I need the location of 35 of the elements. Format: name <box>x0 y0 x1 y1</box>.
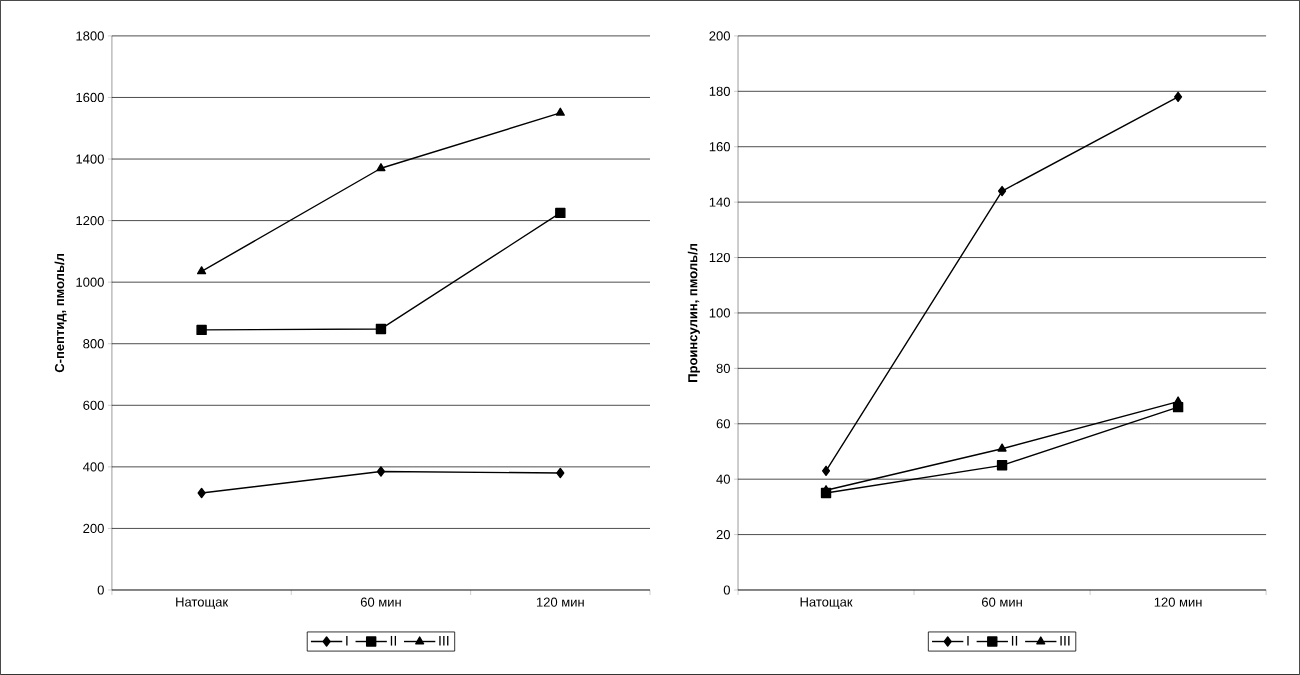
y-tick-label: 120 <box>709 252 730 263</box>
y-tick-label: 160 <box>709 142 730 152</box>
y-tick-label: 400 <box>82 462 104 472</box>
y-tick-label: 1800 <box>76 31 104 41</box>
y-tick-label: 0 <box>97 585 104 595</box>
legend-label: III <box>1060 636 1070 646</box>
legend-label: II <box>390 636 397 646</box>
y-tick-label: 1400 <box>76 154 104 164</box>
y-tick-label: 0 <box>723 585 730 595</box>
y-tick-label: 600 <box>83 400 104 410</box>
y-tick-label: 100 <box>709 308 730 318</box>
y-tick-label: 1600 <box>76 92 104 103</box>
y-axis-title: С-пептид, пмоль/л <box>54 254 67 373</box>
y-tick-label: 140 <box>709 197 730 207</box>
x-tick-label: Натощак <box>800 597 853 610</box>
y-tick-label: 1200 <box>76 216 104 226</box>
x-tick-label: 60 мин <box>360 597 401 607</box>
y-tick-label: 200 <box>83 523 104 534</box>
y-tick-label: 1000 <box>76 277 104 287</box>
y-tick-label: 60 <box>716 419 730 429</box>
x-tick-label: 60 мин <box>982 597 1022 607</box>
x-tick-label: 120 мин <box>536 597 584 607</box>
x-tick-label: Натощак <box>176 597 229 610</box>
y-tick-label: 200 <box>709 31 730 41</box>
y-tick-label: 180 <box>709 86 730 96</box>
legend-label: I <box>967 636 969 646</box>
y-tick-label: 800 <box>83 339 104 349</box>
x-tick-label: 120 мин <box>1154 597 1202 607</box>
y-tick-label: 80 <box>716 363 730 373</box>
legend-label: II <box>1011 636 1018 646</box>
legend-label: I <box>346 636 348 646</box>
legend-label: III <box>439 636 449 646</box>
y-axis-title: Проинсулин, пмоль/л <box>687 244 700 382</box>
y-tick-label: 20 <box>716 530 730 540</box>
y-tick-label: 40 <box>716 474 730 484</box>
